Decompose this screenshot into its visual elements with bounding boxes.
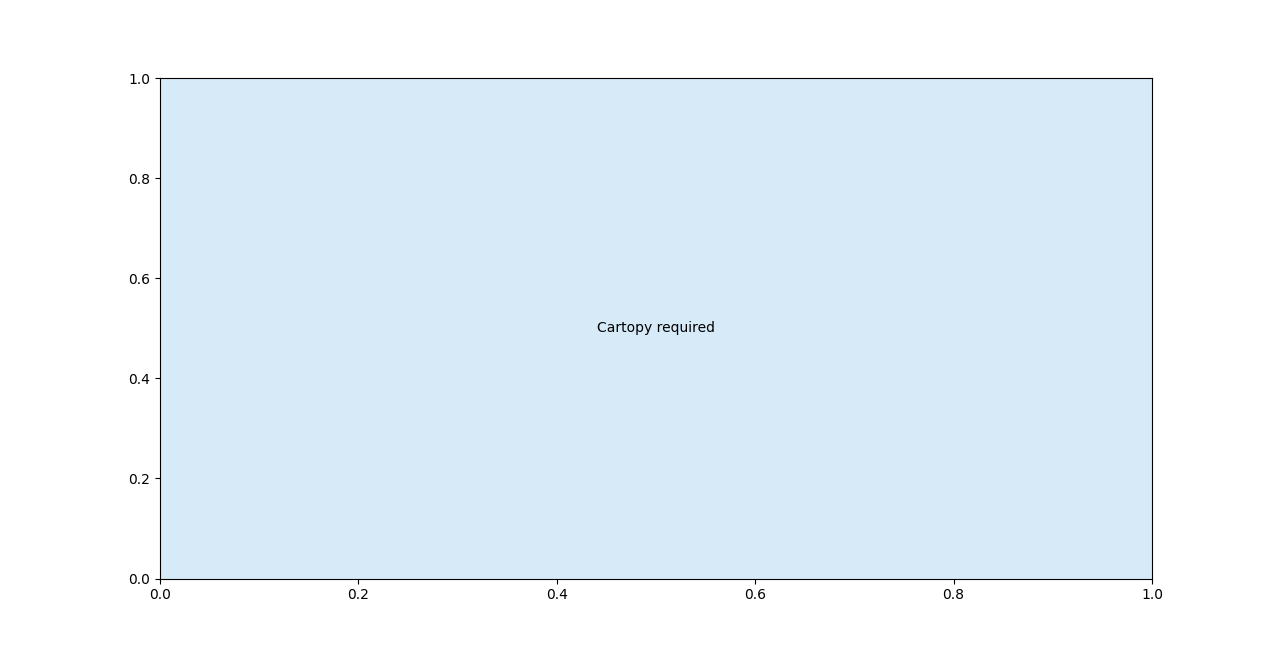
Text: Cartopy required: Cartopy required (596, 321, 716, 335)
